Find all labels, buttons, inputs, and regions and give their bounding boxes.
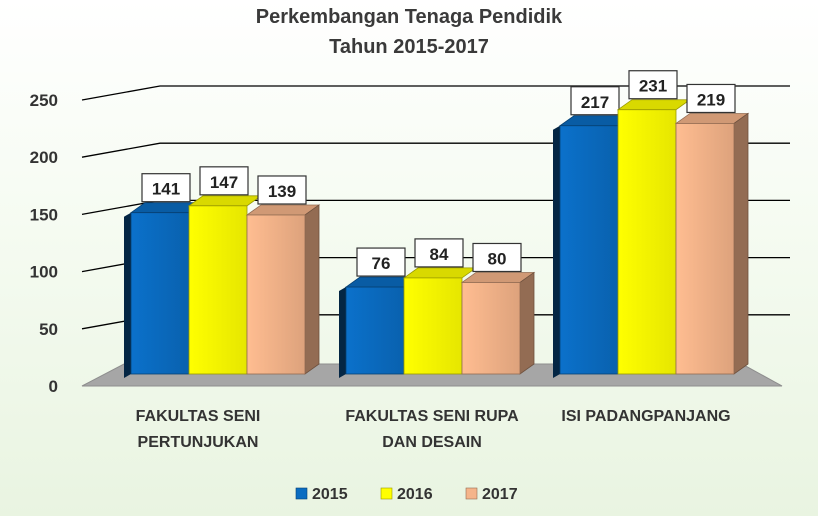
data-label-box xyxy=(472,242,522,273)
bar-side xyxy=(519,271,535,375)
bar xyxy=(188,205,248,375)
legend-swatch xyxy=(380,487,393,500)
y-tick-label: 150 xyxy=(30,205,58,224)
data-label-box xyxy=(257,175,307,205)
bar-top xyxy=(187,195,263,207)
data-label: 231 xyxy=(639,77,667,96)
bar xyxy=(345,286,405,375)
bar xyxy=(246,214,306,375)
x-category-label: DAN DESAIN xyxy=(382,434,482,451)
x-category-label: PERTUNJUKAN xyxy=(138,434,259,451)
legend-swatch xyxy=(295,487,308,500)
y-tick-label: 100 xyxy=(30,263,58,282)
bar xyxy=(403,277,463,375)
data-label: 84 xyxy=(430,245,449,264)
data-label: 139 xyxy=(268,182,296,201)
bar xyxy=(617,109,677,375)
y-tick-label: 250 xyxy=(30,91,58,110)
data-label: 141 xyxy=(152,180,180,199)
legend-label: 2017 xyxy=(482,486,518,503)
data-label-box xyxy=(414,238,464,268)
legend-label: 2015 xyxy=(312,486,348,503)
data-label: 147 xyxy=(210,173,238,192)
legend-swatch xyxy=(465,487,478,500)
y-tick-label: 50 xyxy=(39,320,58,339)
bar-top xyxy=(402,267,478,279)
bar xyxy=(559,125,619,375)
bar xyxy=(675,123,735,375)
chart-subtitle: Tahun 2015-2017 xyxy=(329,36,489,58)
data-label: 76 xyxy=(372,254,391,273)
data-label: 217 xyxy=(581,93,609,112)
data-label: 80 xyxy=(488,249,507,268)
bar-left-side xyxy=(124,212,131,378)
bar-side xyxy=(733,112,749,375)
x-category-label: FAKULTAS SENI RUPA xyxy=(345,408,519,425)
data-label-box xyxy=(141,173,191,203)
data-label-box xyxy=(199,166,249,196)
data-label-box xyxy=(686,83,736,114)
data-label-box xyxy=(356,247,406,277)
data-label-box xyxy=(628,70,678,100)
y-tick-label: 200 xyxy=(30,148,58,167)
bar-left-side xyxy=(553,125,560,378)
bar-top xyxy=(616,99,692,111)
bar xyxy=(461,282,521,375)
bar-side xyxy=(304,204,320,375)
bar xyxy=(130,212,190,375)
legend-label: 2016 xyxy=(397,486,433,503)
chart-title: Perkembangan Tenaga Pendidik xyxy=(255,6,563,28)
y-tick-label: 0 xyxy=(49,377,58,396)
gridline xyxy=(81,85,790,101)
data-label: 219 xyxy=(697,90,725,109)
x-category-label: ISI PADANGPANJANG xyxy=(561,408,730,425)
x-category-label: FAKULTAS SENI xyxy=(136,408,261,425)
bar-left-side xyxy=(339,287,346,378)
data-label-box xyxy=(570,86,620,116)
